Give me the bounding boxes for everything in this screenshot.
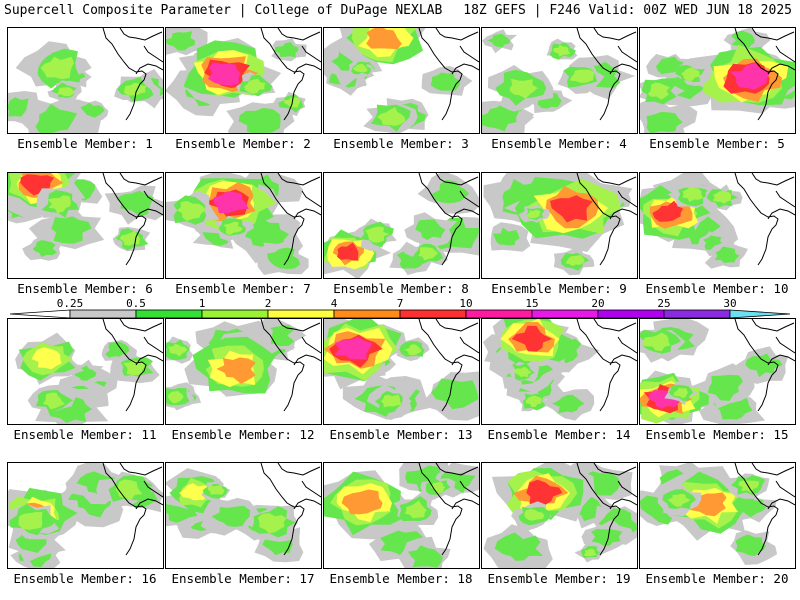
ensemble-member-map: [7, 318, 164, 425]
colorbar-tick-label: 7: [397, 298, 404, 310]
ensemble-member-map: [323, 462, 480, 569]
ensemble-member-map: [323, 27, 480, 134]
ensemble-member-map: [165, 172, 322, 279]
page-title: Supercell Composite Parameter | College …: [4, 3, 443, 18]
colorbar-segment: [597, 309, 665, 319]
ensemble-member-map: [7, 462, 164, 569]
ensemble-member-map: [7, 27, 164, 134]
colorbar-tick-label: 0.5: [126, 298, 146, 310]
ensemble-member-label: Ensemble Member: 8: [333, 281, 469, 296]
ensemble-member-map: [639, 27, 796, 134]
ensemble-member-map: [165, 462, 322, 569]
colorbar-tick-label: 2: [265, 298, 272, 310]
ensemble-member-map: [481, 318, 638, 425]
ensemble-member-map: [323, 318, 480, 425]
ensemble-member-label: Ensemble Member: 11: [13, 427, 157, 442]
ensemble-member-map: [481, 172, 638, 279]
ensemble-member-map: [165, 318, 322, 425]
colorbar-segment: [399, 309, 467, 319]
color-scale-bar: 0.25 0.5 1 2 4 7 10 15 20 25 30 35: [10, 298, 790, 319]
colorbar-segment: [663, 309, 731, 319]
colorbar-segment: [69, 309, 137, 319]
colorbar-segment: [465, 309, 533, 319]
ensemble-member-label: Ensemble Member: 1: [17, 136, 153, 151]
ensemble-member-label: Ensemble Member: 17: [171, 571, 315, 586]
colorbar-tick-label: 4: [331, 298, 338, 310]
ensemble-member-label: Ensemble Member: 19: [487, 571, 631, 586]
colorbar-tick-label: 20: [591, 298, 604, 310]
colorbar-tick-label: 35: [789, 298, 790, 310]
ensemble-member-label: Ensemble Member: 3: [333, 136, 469, 151]
colorbar-segment: [333, 309, 401, 319]
ensemble-member-label: Ensemble Member: 12: [171, 427, 315, 442]
colorbar-right-arrow: [729, 309, 790, 319]
ensemble-member-map: [323, 172, 480, 279]
ensemble-member-label: Ensemble Member: 4: [491, 136, 627, 151]
colorbar-tick-label: 30: [723, 298, 736, 310]
ensemble-member-label: Ensemble Member: 20: [645, 571, 789, 586]
ensemble-member-map: [7, 172, 164, 279]
ensemble-member-label: Ensemble Member: 13: [329, 427, 473, 442]
ensemble-member-label: Ensemble Member: 15: [645, 427, 789, 442]
run-info: 18Z GEFS | F246 Valid: 00Z WED JUN 18 20…: [463, 3, 792, 18]
ensemble-member-label: Ensemble Member: 16: [13, 571, 157, 586]
ensemble-member-label: Ensemble Member: 18: [329, 571, 473, 586]
ensemble-member-map: [481, 462, 638, 569]
ensemble-member-label: Ensemble Member: 10: [645, 281, 789, 296]
colorbar-tick-label: 15: [525, 298, 538, 310]
colorbar-left-arrow: [10, 309, 71, 319]
ensemble-member-map: [481, 27, 638, 134]
colorbar-tick-label: 10: [459, 298, 472, 310]
ensemble-member-label: Ensemble Member: 5: [649, 136, 785, 151]
colorbar-tick-label: 0.25: [57, 298, 84, 310]
colorbar-segment: [531, 309, 599, 319]
colorbar-segment: [267, 309, 335, 319]
ensemble-member-map: [639, 318, 796, 425]
ensemble-member-label: Ensemble Member: 7: [175, 281, 311, 296]
ensemble-member-label: Ensemble Member: 2: [175, 136, 311, 151]
ensemble-member-map: [639, 462, 796, 569]
ensemble-member-map: [165, 27, 322, 134]
ensemble-member-label: Ensemble Member: 14: [487, 427, 631, 442]
ensemble-member-label: Ensemble Member: 6: [17, 281, 153, 296]
ensemble-member-label: Ensemble Member: 9: [491, 281, 627, 296]
colorbar-tick-label: 1: [199, 298, 206, 310]
colorbar-tick-label: 25: [657, 298, 670, 310]
colorbar-segment: [201, 309, 269, 319]
ensemble-member-map: [639, 172, 796, 279]
colorbar-segment: [135, 309, 203, 319]
